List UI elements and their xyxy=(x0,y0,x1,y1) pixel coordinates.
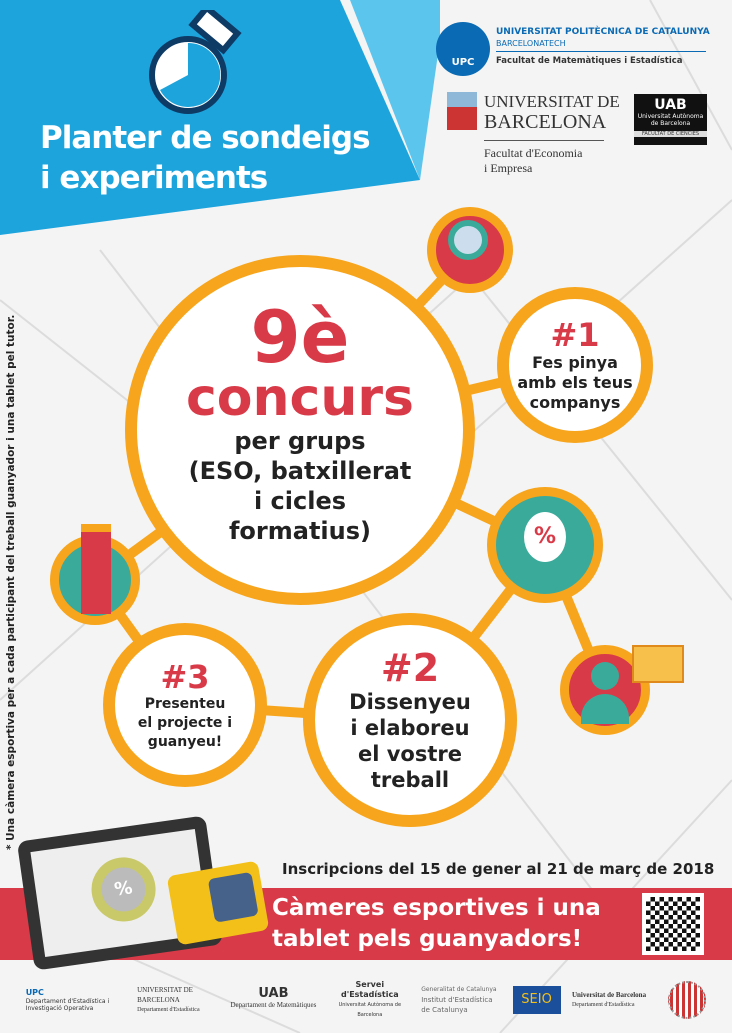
title-line: i experiments xyxy=(40,160,268,196)
step-1-circle: #1 Fes pinya amb els teus companys xyxy=(497,287,653,443)
page-title: Planter de sondeigs i experiments xyxy=(40,118,371,198)
upc-logo: UPC xyxy=(436,22,490,76)
sponsor-logos: UPC Departament d'Estadística i Investiga… xyxy=(0,972,732,1027)
contest-word: concurs xyxy=(185,368,414,428)
step-text: Presenteu el projecte i guanyeu! xyxy=(137,695,233,750)
person-chart-icon xyxy=(560,645,650,735)
step-number: #2 xyxy=(380,646,440,690)
sponsor-logo: UPC Departament d'Estadística i Investiga… xyxy=(25,987,110,1012)
qr-code[interactable] xyxy=(642,893,704,955)
upc-faculty: Facultat de Matemàtiques i Estadística xyxy=(496,56,683,66)
step-number: #1 xyxy=(550,316,600,354)
flask-icon xyxy=(149,10,242,114)
step-text: Fes pinya amb els teus companys xyxy=(517,353,633,412)
sponsor-seal-logo xyxy=(668,980,707,1019)
sponsor-logo: UAB Departament de Matemàtiques xyxy=(230,986,317,1009)
sponsor-logo: UNIVERSITAT DE BARCELONA Departament d'Es… xyxy=(137,985,200,1013)
contest-desc: per grups (ESO, batxillerat i cicles format… xyxy=(188,427,412,545)
upc-name: UNIVERSITAT POLITÈCNICA DE CATALUNYA xyxy=(496,27,710,37)
chart-icon xyxy=(632,645,684,683)
title-line: Planter de sondeigs xyxy=(40,120,371,156)
registration-dates: Inscripcions del 15 de gener al 21 de ma… xyxy=(282,860,715,878)
contest-edition: 9è xyxy=(250,295,350,379)
step-3-circle: #3 Presenteu el projecte i guanyeu! xyxy=(103,623,267,787)
uab-logo: UAB Universitat Autònoma de Barcelona FA… xyxy=(634,94,707,145)
main-contest-circle: 9è concurs per grups (ESO, batxillerat i c… xyxy=(125,255,475,605)
divider xyxy=(496,51,706,52)
lightbulb-icon: % xyxy=(487,487,603,603)
step-number: #3 xyxy=(160,657,210,696)
upc-sub: BARCELONATECH xyxy=(496,39,566,48)
sponsor-logo: Universitat de Barcelona Departament d'Es… xyxy=(571,990,647,1008)
ub-shield-logo xyxy=(447,92,477,130)
step-2-circle: #2 Dissenyeu i elaboreu el vostre treball xyxy=(303,613,517,827)
sponsor-logo: Servei d'Estadística Universitat Autònoma… xyxy=(338,979,402,1018)
magnifier-icon xyxy=(427,207,513,293)
ub-faculty: Facultat d'Economia i Empresa xyxy=(484,146,583,175)
step-text: Dissenyeu i elaboreu el vostre treball xyxy=(349,690,471,792)
sponsor-logo: Generalitat de Catalunya Institut d'Estad… xyxy=(421,985,497,1014)
divider xyxy=(484,140,604,141)
pencil-icon xyxy=(50,524,140,625)
prize-text: Càmeres esportives i una tablet pels guan… xyxy=(272,895,601,952)
sponsor-logo: SEIO xyxy=(512,985,561,1014)
ub-name: UNIVERSITAT DE BARCELONA xyxy=(484,92,620,133)
